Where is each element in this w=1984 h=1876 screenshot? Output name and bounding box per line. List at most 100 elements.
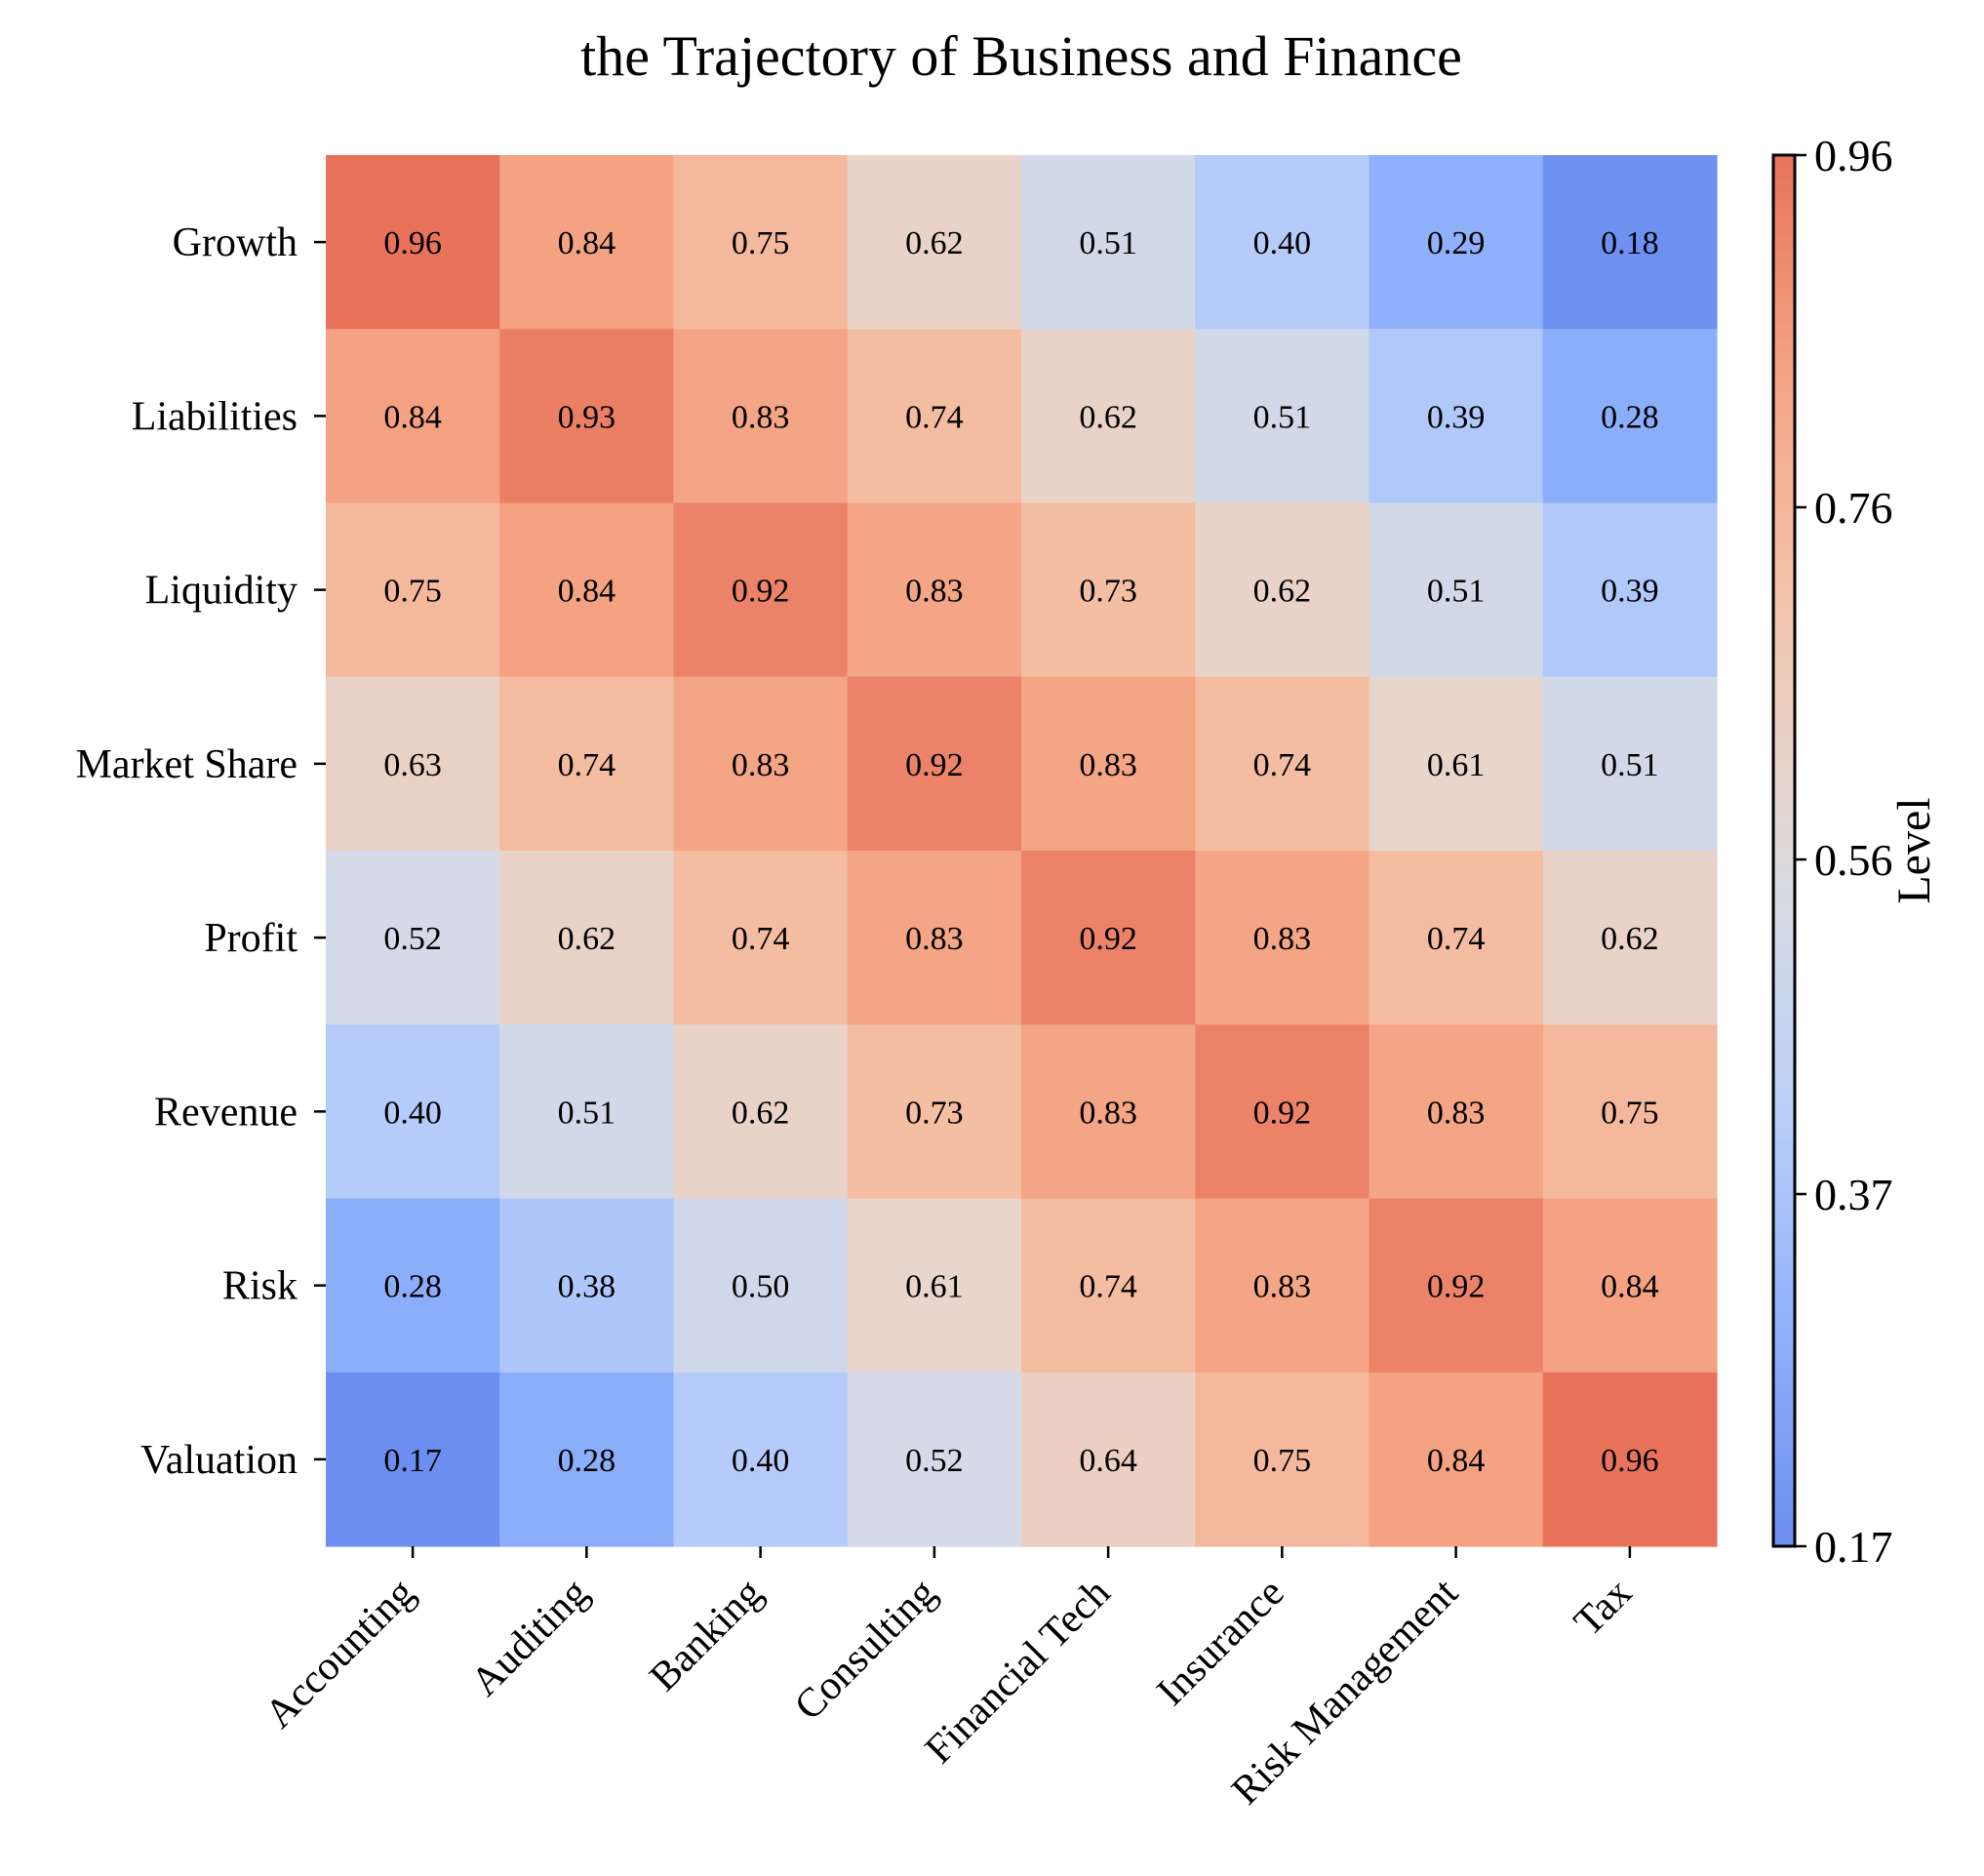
heatmap-cell xyxy=(1021,329,1196,504)
chart-title: the Trajectory of Business and Finance xyxy=(580,24,1462,88)
cell-value-label: 0.28 xyxy=(1601,399,1659,435)
cell-value-label: 0.51 xyxy=(558,1095,616,1131)
heatmap-cell xyxy=(326,676,500,852)
y-tick-label: Liquidity xyxy=(145,569,298,614)
cell-value-label: 0.75 xyxy=(1253,1443,1312,1479)
x-tick-label: Accounting xyxy=(257,1571,423,1737)
heatmap-cell xyxy=(499,1198,675,1374)
cell-value-label: 0.83 xyxy=(905,574,964,610)
x-tick-label: Auditing xyxy=(462,1571,597,1705)
cell-value-label: 0.74 xyxy=(558,747,616,783)
heatmap-cell xyxy=(1369,155,1544,330)
y-tick-label: Risk xyxy=(222,1264,298,1309)
colorbar-tick-label: 0.37 xyxy=(1814,1170,1893,1219)
cell-value-label: 0.51 xyxy=(1253,399,1312,435)
y-tick-label: Revenue xyxy=(154,1090,298,1135)
cell-value-label: 0.74 xyxy=(1427,921,1486,957)
heatmap-cell xyxy=(499,502,675,678)
cell-value-label: 0.40 xyxy=(383,1095,442,1131)
cell-value-label: 0.75 xyxy=(1601,1095,1659,1131)
heatmap-cell xyxy=(1369,1024,1544,1200)
cell-value-label: 0.92 xyxy=(1427,1269,1486,1305)
heatmap-cell xyxy=(1195,155,1370,330)
cell-value-label: 0.92 xyxy=(1079,921,1137,957)
cell-value-label: 0.62 xyxy=(732,1095,790,1131)
heatmap-cell xyxy=(1195,1372,1370,1547)
heatmap-cell xyxy=(1542,1024,1718,1200)
heatmap-cell xyxy=(847,1198,1022,1374)
cell-value-label: 0.29 xyxy=(1427,225,1486,261)
cell-value-label: 0.62 xyxy=(905,225,964,261)
x-axis: Accounting Auditing Banking ConsultingFinan… xyxy=(257,1546,1641,1814)
heatmap-cell xyxy=(1542,851,1718,1025)
heatmap-cell xyxy=(1542,1198,1718,1374)
heatmap-cell xyxy=(673,502,849,678)
cell-value-label: 0.83 xyxy=(1253,921,1312,957)
cell-value-label: 0.51 xyxy=(1427,574,1486,610)
cell-value-label: 0.93 xyxy=(558,399,616,435)
cell-value-label: 0.73 xyxy=(1079,574,1137,610)
x-tick-label: Insurance xyxy=(1148,1571,1292,1715)
heatmap-cell xyxy=(326,851,500,1025)
heatmap-cell xyxy=(847,676,1022,852)
colorbar-tick-label: 0.17 xyxy=(1814,1522,1893,1572)
cell-value-label: 0.18 xyxy=(1601,225,1659,261)
heatmap-cell xyxy=(1369,329,1544,504)
cell-value-label: 0.92 xyxy=(732,574,790,610)
cell-value-label: 0.92 xyxy=(1253,1095,1312,1131)
heatmap-cell xyxy=(1195,1198,1370,1374)
heatmap-cell xyxy=(673,676,849,852)
heatmap-cell xyxy=(1195,1024,1370,1200)
cell-value-label: 0.61 xyxy=(905,1269,964,1305)
cell-value-label: 0.83 xyxy=(1427,1095,1486,1131)
heatmap-cell xyxy=(1021,1024,1196,1200)
heatmap-cell xyxy=(1542,1372,1718,1547)
cell-value-label: 0.83 xyxy=(1079,1095,1137,1131)
heatmap-cell xyxy=(1542,502,1718,678)
heatmap-cell xyxy=(1369,676,1544,852)
y-tick-label: Profit xyxy=(204,916,298,961)
x-tick-label: Banking xyxy=(642,1571,772,1700)
cell-value-label: 0.50 xyxy=(732,1269,790,1305)
heatmap-cell xyxy=(1542,329,1718,504)
x-tick-label: Consulting xyxy=(786,1571,945,1730)
heatmap-cell xyxy=(1021,851,1196,1025)
cell-value-label: 0.17 xyxy=(383,1443,442,1479)
heatmap-cell xyxy=(1021,155,1196,330)
cell-value-label: 0.52 xyxy=(905,1443,964,1479)
cell-value-label: 0.39 xyxy=(1427,399,1486,435)
cell-value-label: 0.39 xyxy=(1601,574,1659,610)
cell-value-label: 0.51 xyxy=(1601,747,1659,783)
heatmap-cell xyxy=(1542,676,1718,852)
heatmap-cell xyxy=(847,851,1022,1025)
cell-value-label: 0.28 xyxy=(558,1443,616,1479)
cell-value-label: 0.84 xyxy=(558,574,616,610)
heatmap-cell xyxy=(499,155,675,330)
heatmap-cell xyxy=(847,1024,1022,1200)
colorbar: 0.17 0.37 0.56 0.76 0.96 Level xyxy=(1771,131,1940,1572)
cell-value-label: 0.62 xyxy=(1079,399,1137,435)
cell-value-label: 0.74 xyxy=(1253,747,1312,783)
heatmap-cell xyxy=(673,1024,849,1200)
cell-value-label: 0.40 xyxy=(732,1443,790,1479)
y-tick-label: Market Share xyxy=(76,742,298,787)
cell-value-label: 0.75 xyxy=(383,574,442,610)
colorbar-gradient xyxy=(1771,153,1797,1548)
heatmap-cell xyxy=(499,851,675,1025)
y-tick-label: Valuation xyxy=(140,1438,298,1483)
heatmap-cell xyxy=(673,851,849,1025)
heatmap-cell xyxy=(673,329,849,504)
x-tick-label: Financial Tech xyxy=(917,1571,1119,1773)
heatmap-cell-labels: 0.96 0.84 0.75 0.62 0.51 0.40 0.29 0.18 0.84 0.93… xyxy=(383,225,1658,1479)
colorbar-tick-label: 0.76 xyxy=(1814,483,1893,533)
heatmap-cell xyxy=(326,502,500,678)
cell-value-label: 0.75 xyxy=(732,225,790,261)
cell-value-label: 0.84 xyxy=(1427,1443,1486,1479)
cell-value-label: 0.38 xyxy=(558,1269,616,1305)
cell-value-label: 0.51 xyxy=(1079,225,1137,261)
cell-value-label: 0.62 xyxy=(1253,574,1312,610)
cell-value-label: 0.96 xyxy=(383,225,442,261)
cell-value-label: 0.74 xyxy=(905,399,964,435)
heatmap-cell xyxy=(1369,502,1544,678)
